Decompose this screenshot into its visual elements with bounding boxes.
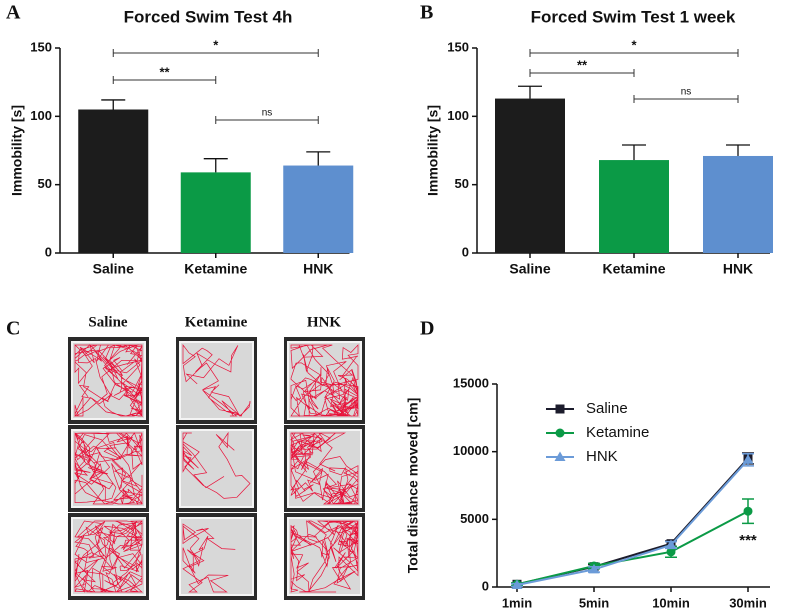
panel-letter: B [420,2,433,24]
point [742,454,754,464]
panel-letter: A [6,2,21,24]
bar [703,155,773,253]
y-tick-label: 100 [447,108,469,123]
significance-bracket [529,69,635,77]
column-label: HNK [307,314,342,330]
y-tick-label: 50 [38,176,52,191]
legend-label: HNK [586,448,618,465]
point [666,547,676,557]
y-tick-label: 100 [30,108,52,123]
significance-bracket [112,76,217,84]
track-path [290,432,360,505]
chart-title: Forced Swim Test 4h [124,7,293,26]
series-line [516,457,749,586]
arena [179,517,254,596]
significance-label: * [213,37,219,52]
arena [287,517,362,596]
bar [78,109,149,253]
point [743,506,753,516]
track-path [290,520,359,593]
y-axis-label: Immobility [s] [9,105,25,196]
chart-title: Forced Swim Test 1 week [531,7,736,26]
significance-bracket [215,116,319,124]
panel-letter: C [6,318,20,340]
significance-label: ** [577,57,588,72]
bar [495,98,565,253]
significance-label: ns [262,108,273,119]
column-label: Saline [88,314,128,330]
bar [180,172,251,253]
legend-label: Saline [586,400,628,417]
point [511,579,523,589]
y-tick-label: 150 [30,39,52,54]
significance-bracket [112,49,319,57]
track-path [74,432,144,505]
point [588,563,600,574]
legend-marker [555,428,565,438]
track-path [290,344,360,417]
y-tick-label: 15000 [453,375,489,390]
track-path [74,343,143,418]
panel-letter: D [420,318,434,340]
y-tick-label: 0 [462,244,469,259]
x-tick-label: Saline [509,261,550,277]
series-line [516,510,749,586]
x-tick-label: 10min [652,595,690,610]
x-tick-label: 1min [502,595,532,610]
track-path [182,431,251,499]
significance-label: *** [739,532,757,549]
arena [179,429,254,508]
y-tick-label: 0 [482,578,489,593]
significance-label: ns [681,87,692,98]
y-tick-label: 5000 [460,511,489,526]
x-tick-label: 5min [579,595,609,610]
x-tick-label: Saline [93,261,134,277]
point [665,539,677,550]
y-tick-label: 10000 [453,443,489,458]
track-path [73,520,144,593]
significance-label: * [631,37,637,52]
bar [283,165,354,253]
column-label: Ketamine [185,314,248,330]
y-axis-label: Total distance moved [cm] [405,398,421,574]
y-tick-label: 150 [447,39,469,54]
x-tick-label: Ketamine [602,261,665,277]
x-tick-label: HNK [303,261,333,277]
y-tick-label: 50 [455,176,469,191]
bar [599,160,669,253]
significance-label: ** [159,64,170,79]
arena [179,341,254,420]
y-axis-label: Immobility [s] [425,105,441,196]
track-path [182,343,251,417]
significance-bracket [529,49,739,57]
legend-label: Ketamine [586,424,649,441]
significance-bracket [633,95,739,103]
y-tick-label: 0 [45,244,52,259]
x-tick-label: Ketamine [184,261,247,277]
track-path [182,523,236,593]
legend-marker [555,404,565,414]
legend-marker [554,451,566,461]
x-tick-label: HNK [723,261,753,277]
x-tick-label: 30min [729,595,767,610]
series-line [516,459,749,586]
